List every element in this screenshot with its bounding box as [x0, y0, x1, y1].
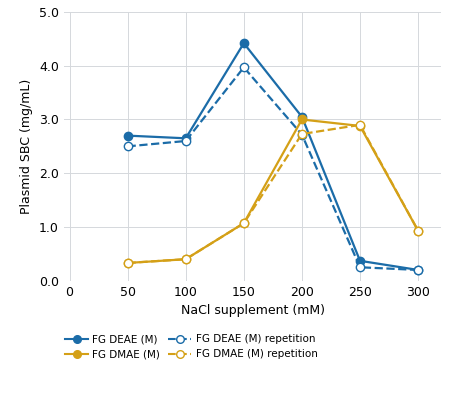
X-axis label: NaCl supplement (mM): NaCl supplement (mM): [181, 304, 324, 317]
Legend: FG DEAE (M), FG DMAE (M), FG DEAE (M) repetition, FG DMAE (M) repetition: FG DEAE (M), FG DMAE (M), FG DEAE (M) re…: [65, 334, 318, 359]
Y-axis label: Plasmid SBC (mg/mL): Plasmid SBC (mg/mL): [20, 79, 33, 214]
